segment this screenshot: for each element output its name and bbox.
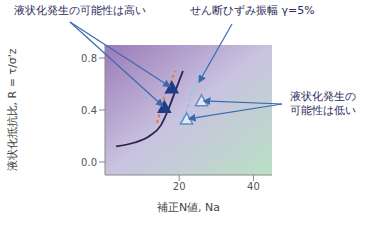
svg-text:0.4: 0.4 [81, 105, 97, 116]
svg-text:20: 20 [173, 181, 186, 192]
svg-text:0.8: 0.8 [81, 53, 97, 64]
svg-text:液状化抵抗比, R = τ/σ'z: 液状化抵抗比, R = τ/σ'z [8, 48, 19, 171]
svg-text:補正N値, Na: 補正N値, Na [157, 201, 220, 214]
svg-text:0.0: 0.0 [81, 157, 97, 168]
html-text:液状化発生の可能性は低い: 液状化発生の可能性は低い [290, 90, 356, 117]
html-text:せん断ひずみ振幅 γ=5%: せん断ひずみ振幅 γ=5% [190, 4, 315, 17]
html-text:液状化発生の可能性は高い: 液状化発生の可能性は高い [14, 4, 146, 17]
svg-text:40: 40 [247, 181, 260, 192]
